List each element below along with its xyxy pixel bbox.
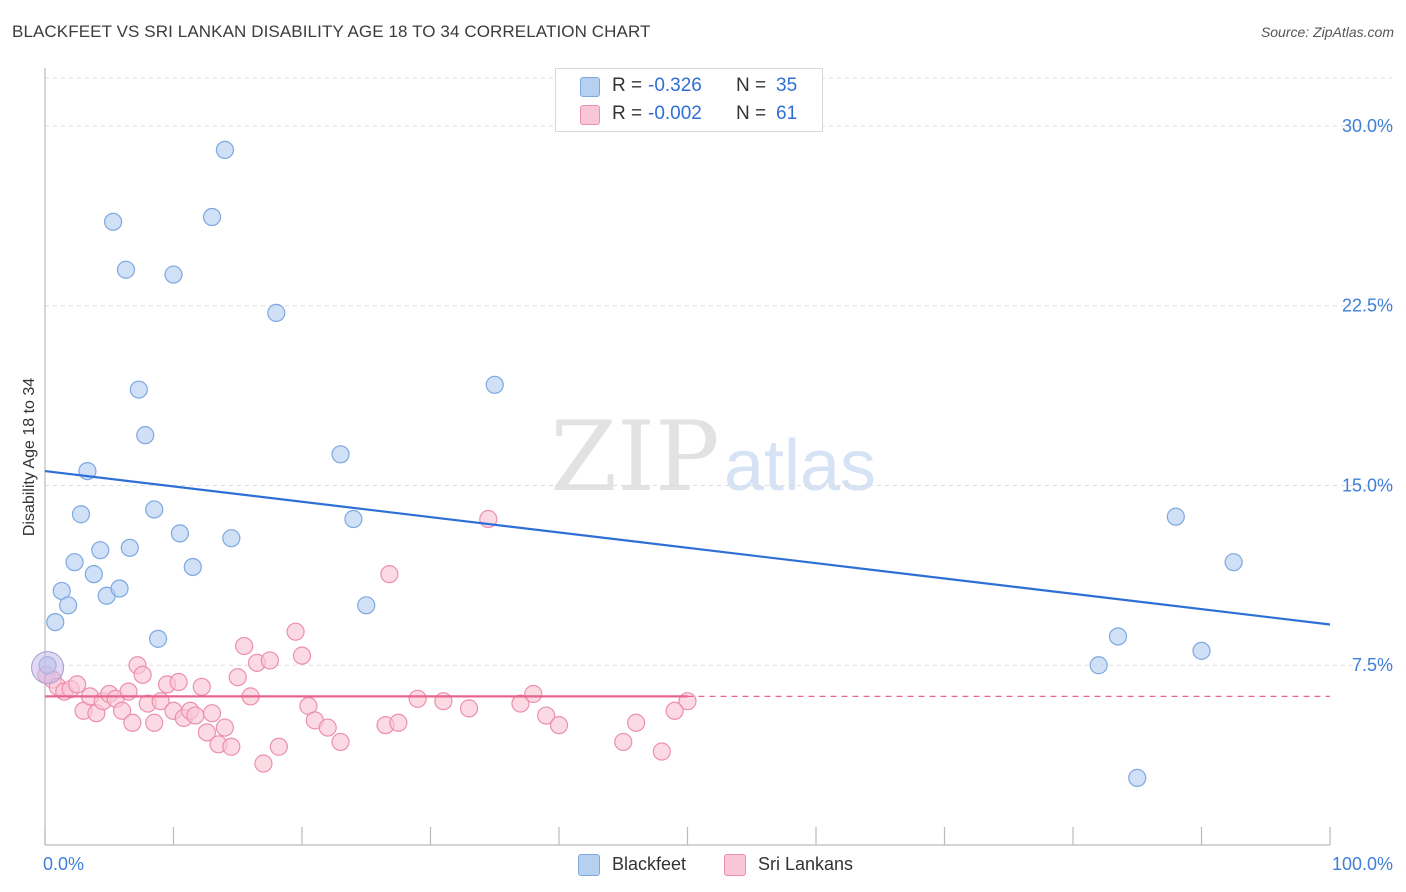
srilankan-point xyxy=(614,732,633,752)
srilankan-point xyxy=(459,699,479,718)
y-tick-label: 22.5% xyxy=(1342,296,1393,316)
srilankan-point xyxy=(652,742,671,761)
srilankan-swatch xyxy=(724,854,746,876)
blackfeet-point xyxy=(1108,627,1128,646)
srilankan-point xyxy=(389,713,408,732)
blackfeet-point xyxy=(215,140,234,160)
r-value: -0.002 xyxy=(648,103,702,124)
srilankan-point xyxy=(145,713,164,732)
blackfeet-swatch xyxy=(580,77,600,97)
blackfeet-point xyxy=(267,303,286,322)
blackfeet-point xyxy=(46,612,65,632)
y-tick-label: 7.5% xyxy=(1352,655,1393,675)
srilankan-point xyxy=(665,701,684,720)
srilankan-point xyxy=(331,732,350,752)
srilankan-point xyxy=(222,737,241,756)
n-value: 35 xyxy=(776,75,798,96)
srilankan-point xyxy=(169,672,188,692)
srilankan-point xyxy=(626,713,646,732)
y-tick-label: 30.0% xyxy=(1342,116,1393,136)
blackfeet-point xyxy=(202,207,222,227)
cluster-point xyxy=(31,651,65,685)
srilankan-point xyxy=(524,684,543,704)
blackfeet-point xyxy=(170,524,190,543)
srilankan-point xyxy=(228,668,247,687)
blackfeet-trendline xyxy=(44,469,1331,626)
srilankan-point xyxy=(215,718,234,737)
source-label: Source: ZipAtlas.com xyxy=(1260,24,1394,40)
blackfeet-point xyxy=(59,596,78,615)
r-label: R = xyxy=(612,75,643,96)
srilankan-point xyxy=(434,692,453,711)
n-label: N = xyxy=(736,75,767,96)
srilankan-swatch xyxy=(580,105,600,125)
blackfeet-point xyxy=(1224,553,1243,572)
chart-title: BLACKFEET VS SRI LANKAN DISABILITY AGE 1… xyxy=(12,22,651,41)
watermark-zip: ZIP xyxy=(550,401,719,513)
blackfeet-point xyxy=(129,380,148,399)
blackfeet-point xyxy=(136,426,155,445)
x-tick-label: 0.0% xyxy=(43,854,84,874)
blackfeet-point xyxy=(344,509,363,529)
stats-legend-row-srilankan: R = -0.002 N = 61 xyxy=(556,100,822,128)
r-value: -0.326 xyxy=(648,75,702,96)
blackfeet-point xyxy=(110,579,129,598)
srilankan-point xyxy=(112,701,132,720)
srilankan-point xyxy=(235,636,254,656)
srilankan-point xyxy=(260,651,279,670)
blackfeet-point xyxy=(183,557,202,577)
series-legend: Blackfeet Sri Lankans xyxy=(0,852,1406,876)
blackfeet-point xyxy=(84,565,103,584)
srilankan-point xyxy=(549,716,569,735)
srilankan-point xyxy=(202,704,222,723)
srilankan-point xyxy=(254,754,273,773)
blackfeet-point xyxy=(1089,656,1108,675)
srilankan-point xyxy=(511,694,530,713)
y-tick-label: 15.0% xyxy=(1342,475,1393,495)
blackfeet-point xyxy=(116,260,136,279)
blackfeet-point xyxy=(145,500,164,519)
srilankan-point xyxy=(192,677,211,696)
srilankan-point xyxy=(68,675,87,694)
srilankan-point xyxy=(133,665,152,684)
srilankan-point xyxy=(123,713,142,732)
blackfeet-point xyxy=(120,538,139,557)
srilankan-point xyxy=(186,706,205,725)
srilankan-point xyxy=(318,718,337,737)
srilankan-point xyxy=(119,682,138,701)
srilankan-point xyxy=(286,622,305,641)
blackfeet-point xyxy=(331,445,350,464)
x-tick-label: 100.0% xyxy=(1332,854,1393,874)
r-label: R = xyxy=(612,103,643,124)
stats-legend-row-blackfeet: R = -0.326 N = 35 xyxy=(556,72,822,100)
watermark-atlas: atlas xyxy=(724,426,876,506)
n-value: 61 xyxy=(776,103,798,124)
srilankan-point xyxy=(408,689,427,708)
blackfeet-point xyxy=(91,541,110,560)
legend-label: Sri Lankans xyxy=(758,854,854,874)
srilankan-point xyxy=(269,737,288,756)
blackfeet-point xyxy=(1166,507,1185,526)
n-label: N = xyxy=(736,103,767,124)
srilankan-point xyxy=(537,706,556,725)
blackfeet-point xyxy=(104,212,123,231)
blackfeet-point xyxy=(222,529,241,548)
blackfeet-point xyxy=(485,375,504,394)
srilankan-point xyxy=(380,565,399,584)
blackfeet-point xyxy=(164,265,183,284)
stats-legend: R = -0.326 N = 35 R = -0.002 N = 61 xyxy=(555,68,823,132)
legend-label: Blackfeet xyxy=(612,854,687,874)
blackfeet-point xyxy=(357,596,376,615)
blackfeet-point xyxy=(71,505,91,524)
blackfeet-swatch xyxy=(578,854,600,876)
srilankan-point xyxy=(197,723,217,742)
blackfeet-point xyxy=(1128,768,1147,787)
blackfeet-point xyxy=(148,629,168,648)
srilankan-point xyxy=(292,646,312,665)
blackfeet-point xyxy=(1192,641,1211,660)
blackfeet-point xyxy=(65,553,84,572)
